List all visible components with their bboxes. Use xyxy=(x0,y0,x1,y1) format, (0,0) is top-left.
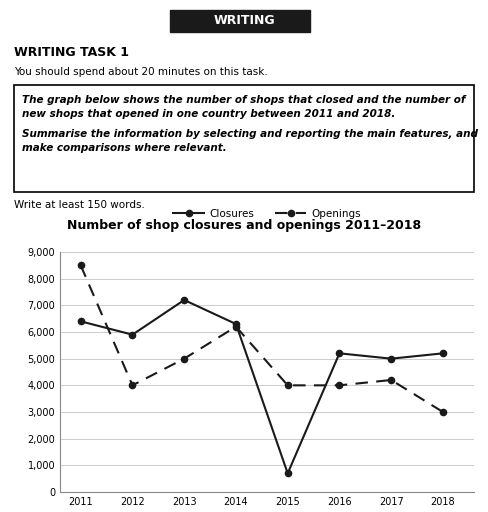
Legend: Closures, Openings: Closures, Openings xyxy=(169,204,366,223)
Text: Number of shop closures and openings 2011–2018: Number of shop closures and openings 201… xyxy=(67,219,421,231)
Text: make comparisons where relevant.: make comparisons where relevant. xyxy=(22,143,227,153)
Text: You should spend about 20 minutes on this task.: You should spend about 20 minutes on thi… xyxy=(14,67,268,77)
Text: WRITING TASK 1: WRITING TASK 1 xyxy=(14,46,129,58)
Text: The graph below shows the number of shops that closed and the number of: The graph below shows the number of shop… xyxy=(22,95,466,105)
Text: WRITING: WRITING xyxy=(213,14,275,28)
Text: Write at least 150 words.: Write at least 150 words. xyxy=(14,200,145,210)
Text: new shops that opened in one country between 2011 and 2018.: new shops that opened in one country bet… xyxy=(22,109,395,119)
Text: Summarise the information by selecting and reporting the main features, and: Summarise the information by selecting a… xyxy=(22,129,478,139)
